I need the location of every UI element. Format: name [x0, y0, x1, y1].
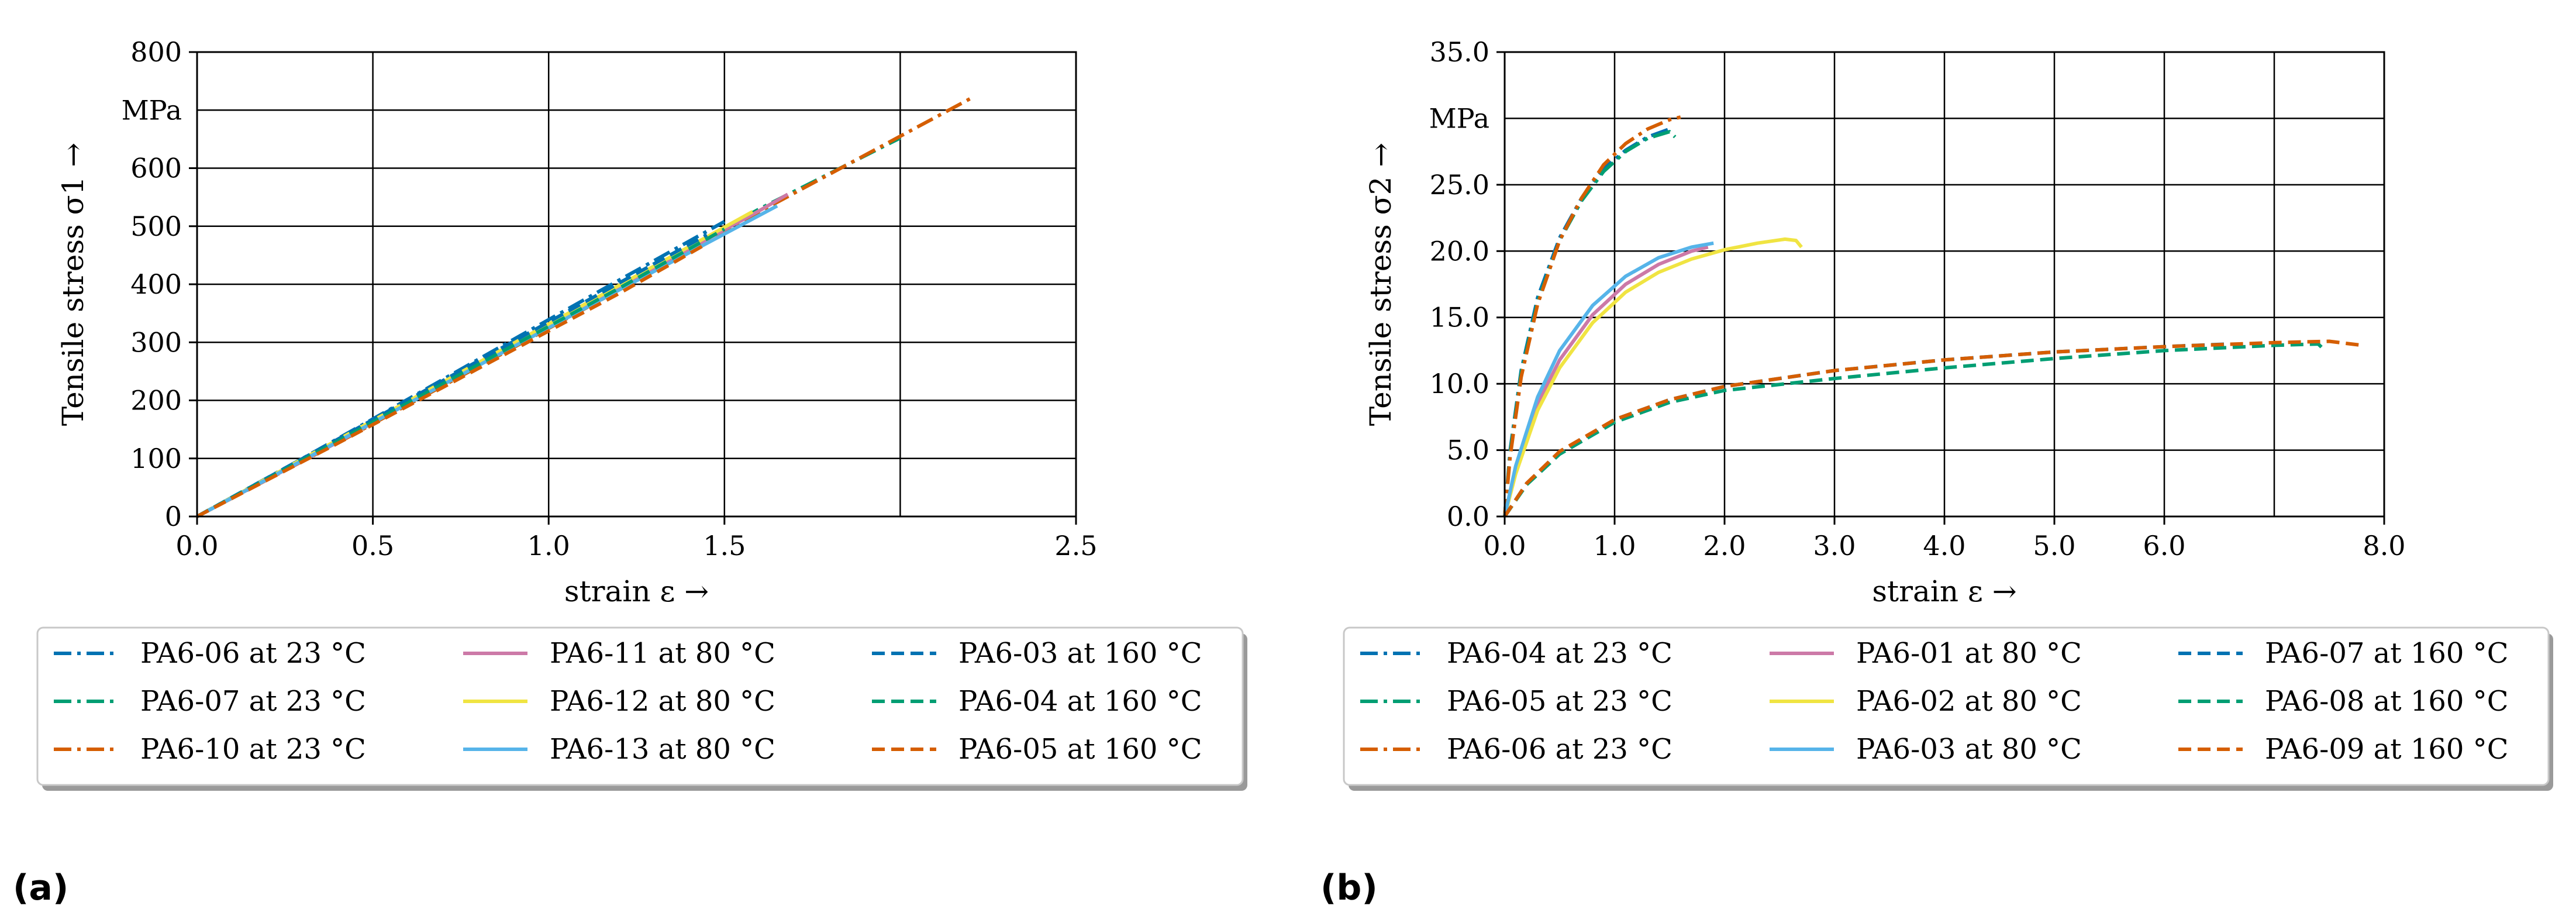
legend-label: PA6-11 at 80 °C	[550, 637, 775, 670]
series-line	[196, 242, 708, 518]
y-tick-label: 0	[165, 501, 182, 532]
panel-label: (a)	[13, 867, 68, 908]
chart-b: 0.0 1.0 2.0 3.0 4.0 5.0 6.0 8.0 0.0 5.0 10.0 15.0 20…	[1320, 36, 2553, 908]
series-line	[1503, 115, 1681, 517]
y-tick-label: 15.0	[1430, 302, 1489, 333]
x-axis-label: strain ε →	[564, 574, 709, 608]
x-tick-label: 0.0	[175, 530, 218, 562]
legend-label: PA6-01 at 80 °C	[1856, 637, 2082, 670]
legend-label: PA6-03 at 160 °C	[958, 637, 1202, 670]
y-tick-label: 5.0	[1447, 435, 1489, 466]
series-line	[1503, 339, 2363, 518]
legend: PA6-06 at 23 °C PA6-07 at 23 °C PA6-10 at …	[36, 626, 1247, 791]
legend: PA6-04 at 23 °C PA6-05 at 23 °C PA6-06 at …	[1343, 626, 2553, 791]
x-tick-label: 6.0	[2143, 530, 2185, 562]
x-axis-label: strain ε →	[1872, 574, 2016, 608]
legend-label: PA6-07 at 23 °C	[140, 685, 366, 718]
y-tick-label: 100	[130, 443, 182, 474]
chart-a: 0.0 0.5 1.0 1.5 2.5 0 100 200 300 400 500 600 800 MPa…	[13, 36, 1247, 908]
series-group	[1503, 115, 2363, 518]
unit-label: MPa	[122, 94, 182, 126]
x-tick-label: 0.5	[351, 530, 394, 562]
x-tick-label: 8.0	[2363, 530, 2405, 562]
y-tick-label: 400	[130, 268, 182, 300]
grid	[197, 52, 1076, 516]
x-tick-label: 4.0	[1923, 530, 1965, 562]
y-tick-label: 800	[130, 36, 182, 68]
y-tick-label: 500	[130, 211, 182, 242]
legend-label: PA6-10 at 23 °C	[140, 733, 366, 766]
y-tick-label: 300	[130, 326, 182, 358]
y-tick-label: 200	[130, 385, 182, 416]
legend-label: PA6-04 at 23 °C	[1447, 637, 1672, 670]
series-line	[1503, 237, 1803, 517]
legend-label: PA6-07 at 160 °C	[2265, 637, 2508, 670]
y-tick-label: 10.0	[1430, 368, 1489, 399]
y-tick-label: 600	[130, 153, 182, 184]
x-tick-label: 2.5	[1054, 530, 1097, 562]
x-tick-label: 0.0	[1483, 530, 1526, 562]
panel-label: (b)	[1320, 867, 1378, 908]
y-tick-label: 20.0	[1430, 235, 1489, 267]
legend-label: PA6-06 at 23 °C	[1447, 733, 1672, 766]
grid	[1505, 52, 2384, 516]
unit-label: MPa	[1429, 102, 1489, 134]
legend-label: PA6-05 at 23 °C	[1447, 685, 1672, 718]
legend-label: PA6-08 at 160 °C	[2265, 685, 2508, 718]
legend-label: PA6-12 at 80 °C	[550, 685, 775, 718]
series-line	[1503, 342, 2230, 518]
x-tick-label: 3.0	[1813, 530, 1856, 562]
x-tick-label: 5.0	[2033, 530, 2075, 562]
y-tick-label: 25.0	[1430, 169, 1489, 201]
legend-label: PA6-05 at 160 °C	[958, 733, 1202, 766]
y-axis-label: Tensile stress σ2 →	[1364, 143, 1398, 426]
legend-label: PA6-04 at 160 °C	[958, 685, 1202, 718]
x-tick-label: 1.0	[1593, 530, 1636, 562]
legend-label: PA6-02 at 80 °C	[1856, 685, 2082, 718]
series-group	[196, 97, 972, 518]
series-line	[196, 97, 972, 518]
series-line	[1503, 241, 1714, 517]
x-tick-label: 1.0	[527, 530, 570, 562]
series-line	[1503, 342, 2325, 518]
legend-box	[36, 626, 1244, 786]
y-tick-label: 0.0	[1447, 501, 1489, 532]
x-tick-label: 1.5	[703, 530, 746, 562]
legend-label: PA6-06 at 23 °C	[140, 637, 366, 670]
y-axis-label: Tensile stress σ1 →	[56, 143, 90, 426]
y-tick-label: 35.0	[1430, 36, 1489, 68]
legend-label: PA6-03 at 80 °C	[1856, 733, 2082, 766]
legend-label: PA6-13 at 80 °C	[550, 733, 775, 766]
x-tick-label: 2.0	[1703, 530, 1746, 562]
legend-label: PA6-09 at 160 °C	[2265, 733, 2508, 766]
legend-box	[1343, 626, 2550, 786]
